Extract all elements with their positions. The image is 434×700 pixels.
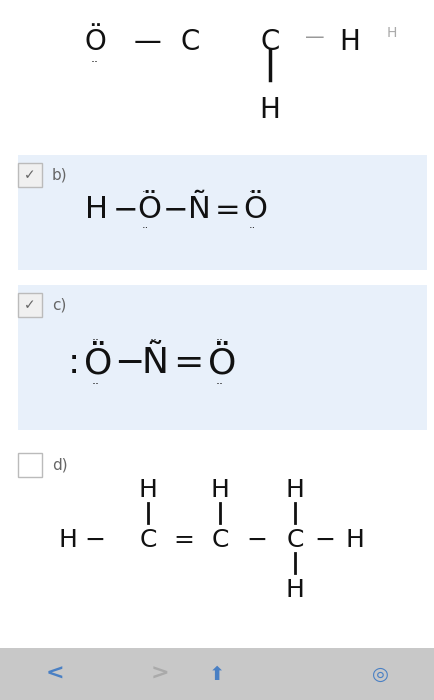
Text: Ö: Ö (84, 28, 105, 56)
Bar (0, 648, 434, 700)
Text: =: = (173, 346, 203, 380)
Text: ··: ·· (92, 379, 100, 391)
Text: H: H (285, 578, 304, 602)
Text: ··: ·· (92, 335, 100, 347)
Text: ··: ·· (141, 223, 148, 233)
Text: H: H (339, 28, 360, 56)
Text: C: C (180, 28, 199, 56)
Text: Ñ: Ñ (187, 195, 210, 225)
Text: C: C (139, 528, 156, 552)
Text: ··: ·· (91, 56, 99, 69)
Text: −: − (84, 528, 105, 552)
Bar (18, 293, 42, 317)
Bar (18, 155, 426, 270)
Text: H: H (210, 478, 229, 502)
Text: −: − (113, 195, 138, 225)
Text: ✓: ✓ (24, 168, 36, 182)
Text: ◎: ◎ (371, 664, 388, 683)
Text: −: − (314, 528, 335, 552)
Text: ⬆: ⬆ (208, 664, 225, 683)
Text: ✓: ✓ (24, 298, 36, 312)
Text: −: − (163, 195, 188, 225)
Text: <: < (46, 664, 64, 684)
Text: Ö: Ö (243, 195, 266, 225)
Text: Ö: Ö (137, 195, 161, 225)
Text: ··: ·· (248, 223, 255, 233)
Text: ··: ·· (193, 187, 200, 197)
Text: —: — (305, 28, 324, 47)
Text: H: H (259, 96, 280, 124)
Text: H: H (285, 478, 304, 502)
Text: H: H (386, 26, 396, 40)
Text: —: — (134, 28, 161, 56)
Text: H: H (59, 528, 77, 552)
Text: :: : (68, 346, 80, 380)
Text: =: = (214, 195, 240, 225)
Text: b): b) (52, 167, 67, 183)
Bar (18, 285, 426, 430)
Text: ··: ·· (141, 187, 148, 197)
Text: ··: ·· (150, 335, 158, 347)
Text: ··: ·· (248, 187, 255, 197)
Text: ··: ·· (216, 379, 224, 391)
Bar (18, 163, 42, 187)
Text: C: C (211, 528, 228, 552)
Text: c): c) (52, 298, 66, 312)
Text: −: − (114, 346, 144, 380)
Text: Ñ: Ñ (141, 346, 169, 380)
Text: C: C (260, 28, 279, 56)
Text: −: − (246, 528, 267, 552)
Text: H: H (345, 528, 364, 552)
Text: >: > (150, 664, 169, 684)
Text: d): d) (52, 458, 67, 472)
Text: H: H (138, 478, 157, 502)
Text: =: = (173, 528, 194, 552)
Text: Ö: Ö (84, 346, 112, 380)
Bar (18, 453, 42, 477)
Text: Ö: Ö (207, 346, 236, 380)
Text: ··: ·· (216, 335, 224, 347)
Text: C: C (286, 528, 303, 552)
Text: H: H (85, 195, 108, 225)
